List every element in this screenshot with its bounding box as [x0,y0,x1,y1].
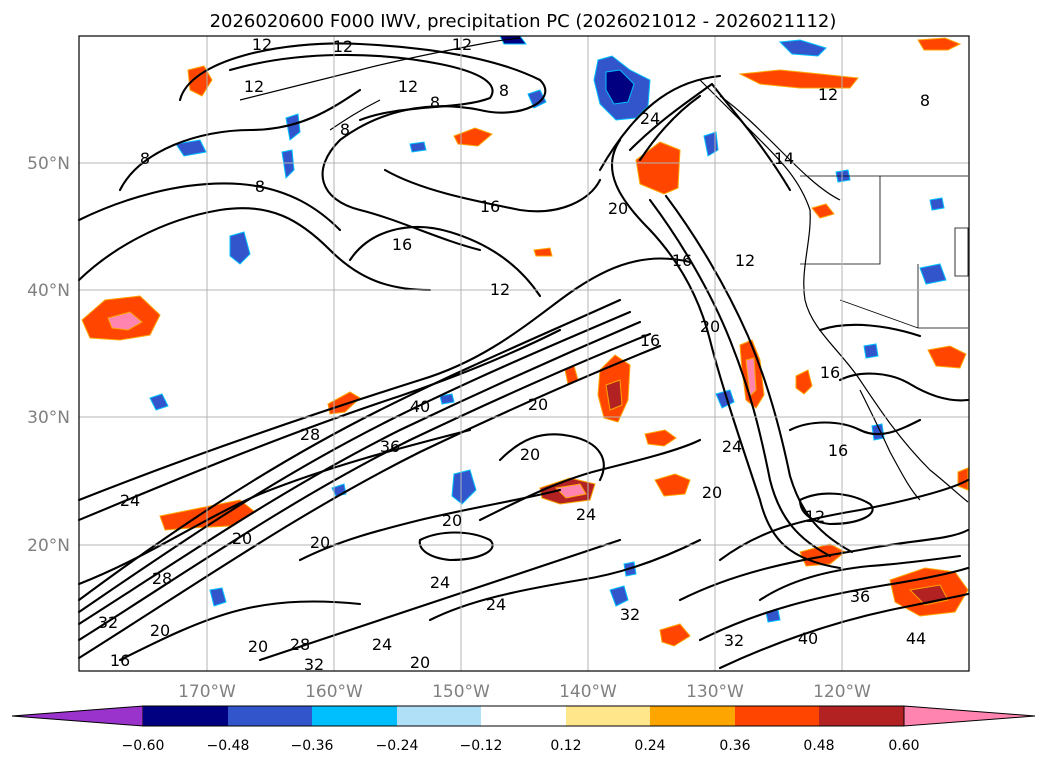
contour-label: 24 [486,595,506,614]
contour-label: 24 [120,491,140,510]
contour-label: 12 [818,85,838,104]
contour-label: 16 [392,235,412,254]
lat-label: 20°N [27,536,70,556]
contour-labels: 12 12 12 12 8 8 8 8 8 12 12 8 24 16 16 2… [98,35,930,674]
contour-label: 16 [828,441,848,460]
colorbar-tick-label: 0.24 [634,738,665,754]
contour-label: 14 [774,149,794,168]
contour-label: 24 [430,573,450,592]
contour-label: 32 [98,613,118,632]
colorbar-segment [650,706,735,726]
colorbar-segment [397,706,481,726]
contour-label: 20 [442,511,462,530]
contour-label: 20 [528,395,548,414]
figure-title: 2026020600 F000 IWV, precipitation PC (2… [210,11,837,32]
colorbar-tick-label: 0.36 [719,738,750,754]
lat-label: 50°N [27,154,70,174]
colorbar-tick-label: −0.24 [376,738,419,754]
contour-label: 32 [724,631,744,650]
latitude-labels: 50°N 40°N 30°N 20°N [27,154,70,556]
contour-label: 8 [340,120,350,139]
contour-label: 40 [798,629,818,648]
lon-label: 130°W [686,682,744,702]
colorbar-tick-label: −0.60 [122,738,165,754]
contour-label: 16 [480,197,500,216]
contour-label: 20 [520,445,540,464]
contour-label: 20 [248,637,268,656]
contour-label: 28 [152,569,172,588]
colorbar: −0.60 −0.48 −0.36 −0.24 −0.12 0.12 0.24 … [11,705,1036,754]
contour-label: 12 [252,35,272,54]
iwv-contours [77,42,970,670]
lon-label: 120°W [813,682,871,702]
contour-label: 20 [150,621,170,640]
colorbar-tick-label: 0.60 [888,738,919,754]
colorbar-tick-label: 0.12 [550,738,581,754]
colorbar-segment [143,706,228,726]
contour-label: 36 [850,587,870,606]
map-frame [78,35,970,672]
contour-label: 12 [398,77,418,96]
contour-label: 20 [608,199,628,218]
contour-label: 16 [640,331,660,350]
contour-label: 24 [640,109,660,128]
contour-label: 16 [672,251,692,270]
contour-label: 16 [820,363,840,382]
contour-label: 12 [490,280,510,299]
contour-label: 28 [290,635,310,654]
contour-label: 12 [244,77,264,96]
colorbar-extend-right [903,705,1036,727]
contour-label: 24 [372,635,392,654]
colorbar-segment [481,706,566,726]
contour-label: 12 [452,35,472,54]
colorbar-tick-label: 0.48 [803,738,834,754]
contour-label: 20 [410,653,430,672]
contour-label: 12 [805,507,825,526]
contour-label: 8 [430,93,440,112]
contour-label: 16 [110,651,130,670]
contour-label: 12 [333,37,353,56]
contour-label: 20 [232,529,252,548]
colorbar-segment [566,706,650,726]
contour-label: 8 [499,81,509,100]
colorbar-segment [735,706,819,726]
contour-label: 44 [906,629,926,648]
contour-label: 36 [380,437,400,456]
contour-label: 8 [920,91,930,110]
contour-label: 8 [255,177,265,196]
contour-label: 28 [300,425,320,444]
map-panel: 12 12 12 12 8 8 8 8 8 12 12 8 24 16 16 2… [77,35,970,674]
graticule [79,36,969,671]
contour-label: 32 [304,655,324,674]
lat-label: 30°N [27,408,70,428]
contour-label: 24 [576,505,596,524]
contour-label: 20 [310,533,330,552]
colorbar-tick-label: −0.48 [207,738,250,754]
lon-label: 150°W [432,682,490,702]
lon-label: 140°W [559,682,617,702]
colorbar-segment [312,706,397,726]
contour-label: 12 [735,251,755,270]
contour-label: 24 [722,437,742,456]
coastlines [239,37,969,503]
lon-label: 170°W [178,682,236,702]
contour-label: 20 [700,317,720,336]
lat-label: 40°N [27,281,70,301]
colorbar-tick-label: −0.12 [460,738,503,754]
lon-label: 160°W [305,682,363,702]
contour-label: 32 [620,605,640,624]
colorbar-segment [228,706,312,726]
contour-label: 20 [702,483,722,502]
colorbar-tick-label: −0.36 [291,738,334,754]
longitude-labels: 170°W 160°W 150°W 140°W 130°W 120°W [178,682,871,702]
contour-label: 8 [140,149,150,168]
colorbar-segment [819,706,904,726]
borders [800,175,969,329]
contour-label: 40 [410,397,430,416]
colorbar-extend-left [11,705,144,727]
